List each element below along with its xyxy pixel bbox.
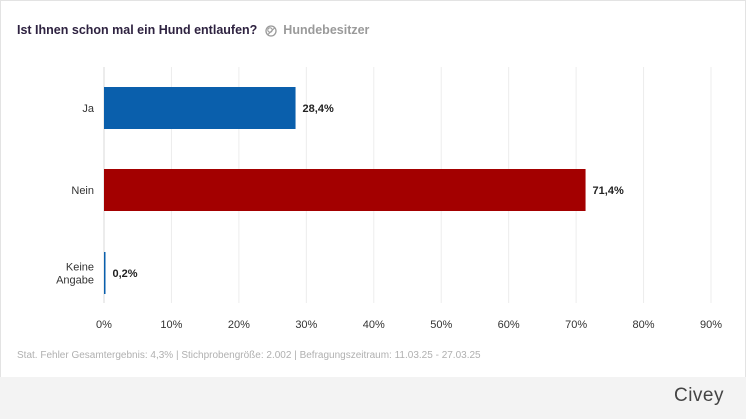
value-label: 28,4% [303,103,334,115]
question-title: Ist Ihnen schon mal ein Hund entlaufen? [17,23,258,37]
x-tick-label: 70% [565,319,587,331]
bar [104,87,296,129]
bar [104,169,586,211]
category-label: Keine Angabe [56,262,94,287]
category-label: Nein [71,185,94,197]
x-tick-label: 90% [700,319,722,331]
chart-card: Ist Ihnen schon mal ein Hund entlaufen? … [0,0,746,377]
panel-label: Hundebesitzer [283,23,370,37]
civey-logo: Civey [673,385,724,406]
value-label: 71,4% [593,185,624,197]
panel-filter-icon [265,24,277,37]
bar [104,252,106,294]
value-label: 0,2% [113,268,138,280]
header: Ist Ihnen schon mal ein Hund entlaufen? … [17,21,369,39]
x-tick-label: 50% [430,319,452,331]
stats-footnote: Stat. Fehler Gesamtergebnis: 4,3% | Stic… [17,350,481,361]
x-tick-label: 60% [498,319,520,331]
x-tick-label: 0% [96,319,112,331]
x-tick-label: 80% [633,319,655,331]
x-tick-label: 20% [228,319,250,331]
x-tick-label: 30% [295,319,317,331]
x-tick-label: 10% [160,319,182,331]
category-label: Ja [82,103,95,115]
bar-chart: Ja Nein Keine Angabe 28,4% 71,4% 0,2% 0% 10% 20… [56,67,722,331]
x-tick-label: 40% [363,319,385,331]
